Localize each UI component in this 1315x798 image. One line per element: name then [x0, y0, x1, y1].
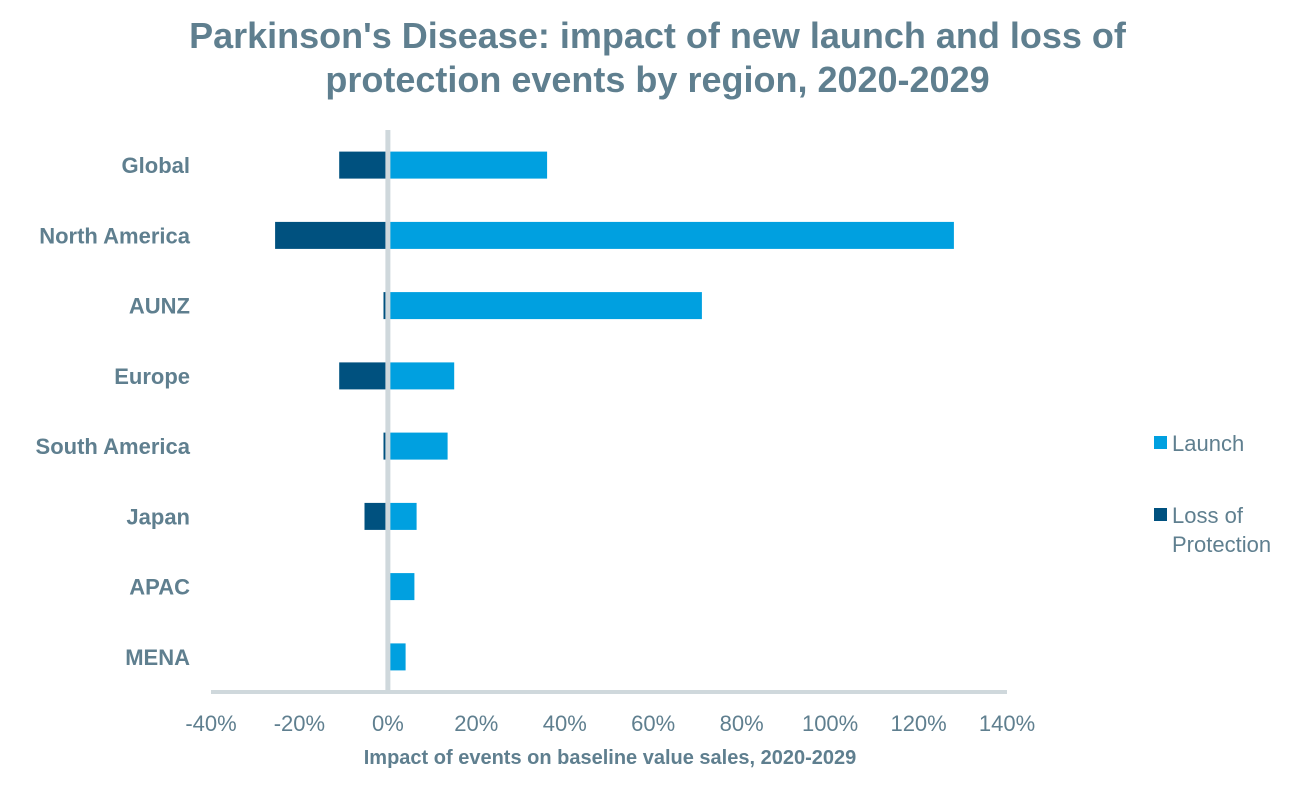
legend-label: Launch: [1172, 431, 1244, 456]
x-tick-label: 120%: [890, 711, 946, 736]
bar-launch-global: [387, 151, 548, 179]
category-label: APAC: [129, 575, 190, 600]
category-label: North America: [39, 223, 191, 248]
x-tick-label: 140%: [979, 711, 1035, 736]
category-label: AUNZ: [129, 294, 190, 319]
legend-swatch-loss-of-protection: [1154, 508, 1167, 521]
chart-title: Parkinson's Disease: impact of new launc…: [0, 14, 1315, 102]
legend-swatch-launch: [1154, 436, 1167, 449]
legend-label: Protection: [1172, 532, 1271, 557]
x-tick-label: 100%: [802, 711, 858, 736]
category-label: South America: [36, 434, 191, 459]
bar-launch-south-america: [387, 432, 448, 460]
legend: Launch Loss of Protection: [1154, 431, 1271, 557]
bar-launch-north-america: [387, 221, 954, 249]
bar-loss-of-protection-north-america: [275, 221, 388, 249]
bars-layer: [275, 151, 954, 671]
bar-launch-europe: [387, 362, 455, 390]
bar-loss-of-protection-europe: [339, 362, 388, 390]
x-tick-label: 20%: [454, 711, 498, 736]
category-label: Europe: [114, 364, 190, 389]
bar-launch-apac: [387, 573, 415, 601]
x-tick-label: 60%: [631, 711, 675, 736]
x-tick-label: -20%: [274, 711, 325, 736]
bar-launch-mena: [387, 643, 406, 671]
x-tick-label: -40%: [185, 711, 236, 736]
chart-title-line-1: Parkinson's Disease: impact of new launc…: [189, 15, 1126, 56]
legend-label: Loss of: [1172, 503, 1244, 528]
category-label: Global: [122, 153, 190, 178]
bar-loss-of-protection-japan: [364, 502, 388, 530]
axes-layer: [211, 130, 1007, 694]
bar-launch-aunz: [387, 292, 702, 320]
category-label: MENA: [125, 645, 190, 670]
x-tick-label: 0%: [372, 711, 404, 736]
labels-layer: Global North America AUNZ Europe South Ameri…: [36, 153, 1036, 769]
bar-loss-of-protection-global: [339, 151, 388, 179]
x-axis-title: Impact of events on baseline value sales…: [364, 747, 856, 769]
x-tick-label: 40%: [543, 711, 587, 736]
bar-launch-japan: [387, 502, 417, 530]
chart-title-line-2: protection events by region, 2020-2029: [325, 59, 990, 100]
category-label: Japan: [126, 504, 190, 529]
x-tick-label: 80%: [720, 711, 764, 736]
